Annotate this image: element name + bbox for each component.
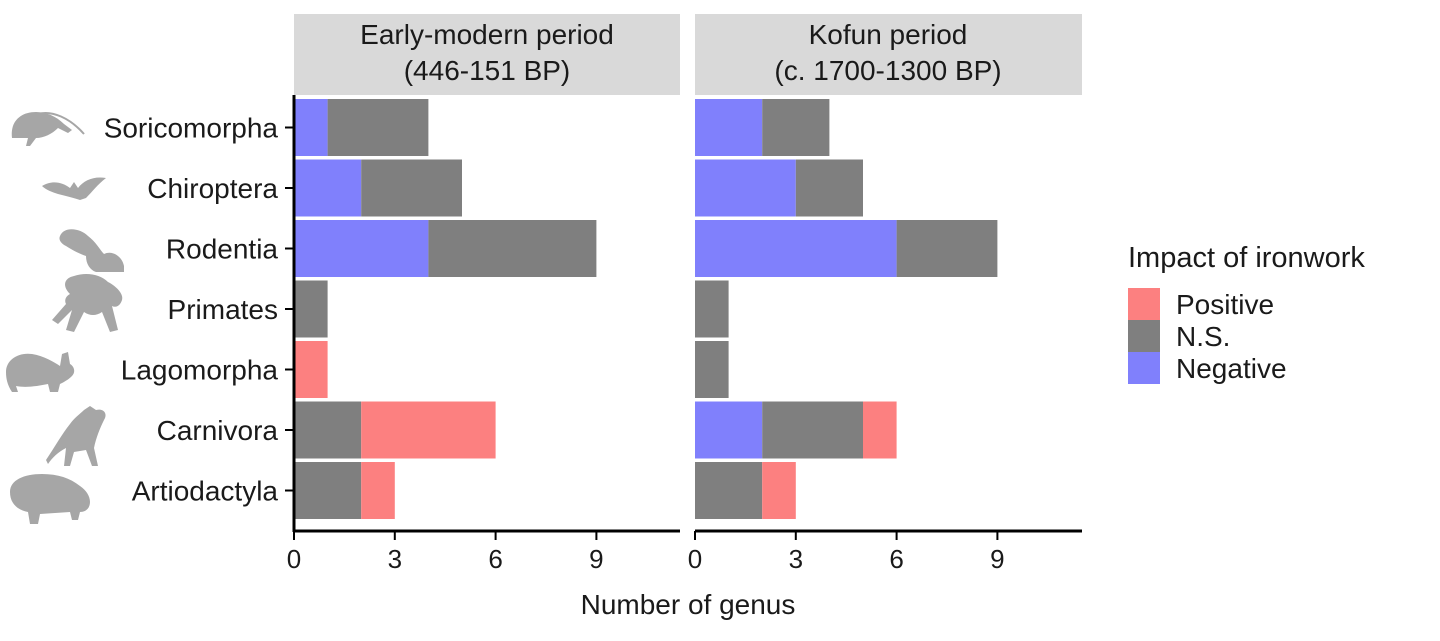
y-label-carnivora: Carnivora bbox=[157, 415, 279, 446]
bar-lagomorpha-n-s bbox=[695, 341, 729, 398]
facet-strip-kofun: Kofun period (c. 1700-1300 BP) bbox=[695, 14, 1082, 95]
bar-chiroptera-n-s bbox=[361, 159, 462, 217]
bar-rodentia-n-s bbox=[896, 220, 998, 277]
monkey-icon bbox=[52, 274, 123, 332]
bar-chiroptera-negative bbox=[294, 159, 362, 217]
animal-icons bbox=[6, 112, 124, 524]
fox-icon bbox=[46, 406, 106, 466]
bar-soricomorpha-negative bbox=[294, 99, 328, 156]
bar-rodentia-negative bbox=[294, 220, 429, 277]
bar-chiroptera-negative bbox=[695, 159, 796, 217]
y-label-lagomorpha: Lagomorpha bbox=[121, 355, 279, 386]
bat-icon bbox=[42, 177, 106, 200]
axes bbox=[292, 95, 1082, 533]
x-tick-label: 3 bbox=[789, 544, 803, 574]
bars-kofun bbox=[695, 99, 998, 519]
x-axis-title: Number of genus bbox=[581, 589, 796, 620]
facet-title-line1: Kofun period bbox=[809, 19, 968, 50]
boar-icon bbox=[10, 474, 90, 524]
y-axis-labels: Soricomorpha Chiroptera Rodentia Primates La… bbox=[104, 113, 294, 507]
bar-soricomorpha-n-s bbox=[327, 99, 429, 156]
bar-carnivora-n-s bbox=[762, 401, 863, 459]
bar-carnivora-negative bbox=[695, 401, 763, 459]
bar-rodentia-n-s bbox=[428, 220, 597, 277]
bar-artiodactyla-positive bbox=[762, 462, 796, 519]
y-label-artiodactyla: Artiodactyla bbox=[132, 476, 279, 507]
bar-rodentia-negative bbox=[695, 220, 897, 277]
x-tick-label: 0 bbox=[688, 544, 702, 574]
facet-strip-early-modern: Early-modern period (446-151 BP) bbox=[294, 14, 680, 95]
bar-artiodactyla-n-s bbox=[294, 462, 362, 519]
legend-swatch-negative bbox=[1128, 352, 1160, 384]
legend-label-positive: Positive bbox=[1176, 289, 1274, 320]
x-tick-label: 6 bbox=[488, 544, 502, 574]
x-tick-label: 6 bbox=[889, 544, 903, 574]
squirrel-icon bbox=[59, 229, 124, 272]
legend-title: Impact of ironwork bbox=[1128, 242, 1365, 274]
x-tick-label: 3 bbox=[388, 544, 402, 574]
y-label-soricomorpha: Soricomorpha bbox=[104, 113, 279, 144]
bar-carnivora-positive bbox=[361, 401, 496, 459]
facet-title-line2: (446-151 BP) bbox=[404, 55, 571, 86]
bar-soricomorpha-n-s bbox=[762, 99, 830, 156]
legend: Impact of ironwork Positive N.S. Negativ… bbox=[1128, 242, 1365, 384]
facet-title-line1: Early-modern period bbox=[360, 19, 614, 50]
bar-chiroptera-n-s bbox=[795, 159, 863, 217]
y-label-rodentia: Rodentia bbox=[166, 234, 279, 265]
bar-primates-n-s bbox=[695, 280, 729, 338]
bar-carnivora-n-s bbox=[294, 401, 362, 459]
facet-title-line2: (c. 1700-1300 BP) bbox=[774, 55, 1001, 86]
bar-primates-n-s bbox=[294, 280, 328, 338]
bar-artiodactyla-positive bbox=[361, 462, 395, 519]
legend-label-ns: N.S. bbox=[1176, 321, 1230, 352]
x-tick-label: 0 bbox=[287, 544, 301, 574]
legend-label-negative: Negative bbox=[1176, 353, 1287, 384]
x-axis-ticks: 0 3 6 9 0 3 6 9 bbox=[287, 531, 1005, 574]
x-tick-label: 9 bbox=[990, 544, 1004, 574]
legend-swatch-positive bbox=[1128, 288, 1160, 320]
x-tick-label: 9 bbox=[589, 544, 603, 574]
shrew-icon bbox=[11, 112, 85, 146]
bar-carnivora-positive bbox=[863, 401, 897, 459]
y-label-primates: Primates bbox=[168, 294, 278, 325]
legend-swatch-ns bbox=[1128, 320, 1160, 352]
bar-artiodactyla-n-s bbox=[695, 462, 763, 519]
bars-early-modern bbox=[294, 99, 597, 519]
rabbit-icon bbox=[6, 352, 75, 392]
bar-soricomorpha-negative bbox=[695, 99, 763, 156]
bar-lagomorpha-positive bbox=[294, 341, 328, 398]
y-label-chiroptera: Chiroptera bbox=[147, 173, 278, 204]
